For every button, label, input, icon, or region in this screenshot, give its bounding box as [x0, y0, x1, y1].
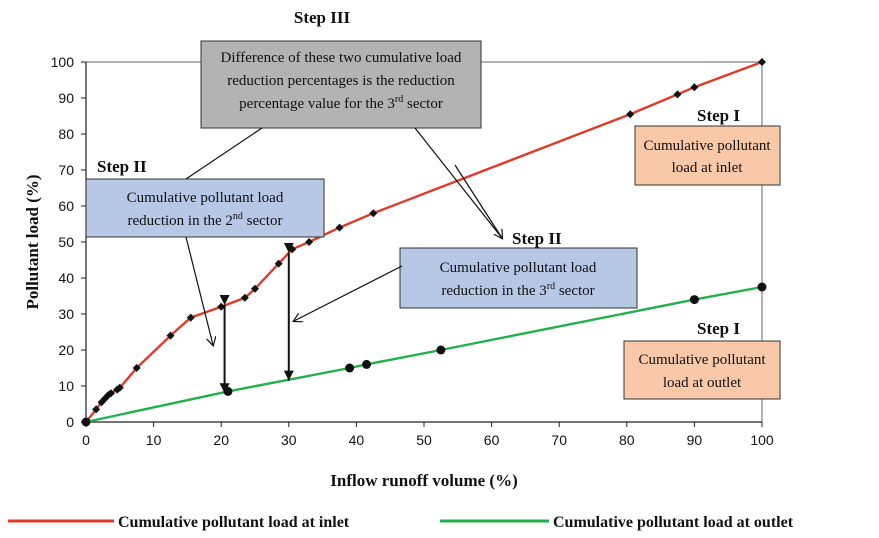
- outlet-data-point: [757, 282, 767, 292]
- x-tick-label: 50: [416, 432, 432, 448]
- inlet-data-point: [369, 209, 378, 218]
- step1-inlet-line-1: Cumulative pollutant: [643, 138, 771, 154]
- x-tick-label: 60: [484, 432, 500, 448]
- y-tick-label: 90: [58, 90, 74, 106]
- step2-left-line-2: reduction in the 2nd sector: [128, 211, 283, 229]
- step3-pointer: [454, 164, 502, 238]
- step1-inlet-title: Step I: [697, 106, 740, 125]
- step1-outlet-line-2: load at outlet: [663, 375, 742, 391]
- step3-box: [200, 40, 482, 129]
- y-tick-label: 20: [58, 342, 74, 358]
- legend-label-inlet: Cumulative pollutant load at inlet: [118, 514, 350, 531]
- step2-right-box: [399, 247, 638, 309]
- x-tick-label: 70: [551, 432, 567, 448]
- y-tick-label: 40: [58, 270, 74, 286]
- x-tick-label: 10: [146, 432, 162, 448]
- x-tick-label: 40: [349, 432, 365, 448]
- y-tick-label: 60: [58, 198, 74, 214]
- y-tick-label: 30: [58, 306, 74, 322]
- legend-label-outlet: Cumulative pollutant load at outlet: [553, 514, 794, 531]
- y-tick-label: 50: [58, 234, 74, 250]
- step2-left-pointer: [185, 236, 213, 345]
- step1-outlet-title: Step I: [697, 319, 740, 338]
- step2-right-pointer: [294, 265, 403, 321]
- inlet-data-point: [115, 383, 124, 392]
- x-tick-label: 100: [750, 432, 774, 448]
- inlet-data-point: [240, 293, 249, 302]
- inlet-data-point: [107, 389, 116, 398]
- y-tick-label: 100: [51, 54, 75, 70]
- y-tick-label: 80: [58, 126, 74, 142]
- step2-right-line-2: reduction in the 3rd sector: [441, 281, 594, 299]
- step1-outlet-box: [623, 340, 781, 400]
- inlet-data-point: [690, 83, 699, 92]
- step2-right-title: Step II: [512, 229, 562, 248]
- inlet-data-point: [673, 90, 682, 99]
- step2-left-title: Step II: [97, 157, 147, 176]
- outlet-data-point: [436, 345, 446, 355]
- step2-left-box: [85, 178, 325, 238]
- step1-inlet-box: [634, 125, 781, 186]
- inlet-data-point: [626, 110, 635, 119]
- inlet-data-point: [186, 313, 195, 322]
- x-tick-label: 30: [281, 432, 297, 448]
- step3-connector-right: [414, 127, 503, 239]
- step3-line-3: percentage value for the 3rd sector: [239, 94, 443, 112]
- step2-right-line-1: Cumulative pollutant load: [440, 260, 597, 276]
- step3-title: Step III: [294, 8, 351, 27]
- inlet-data-point: [305, 238, 314, 246]
- x-axis-title: Inflow runoff volume (%): [330, 471, 517, 490]
- outlet-data-point: [345, 363, 355, 373]
- inlet-data-point: [251, 284, 259, 293]
- x-tick-label: 20: [213, 432, 229, 448]
- x-tick-label: 0: [82, 432, 90, 448]
- inlet-data-point: [274, 259, 283, 268]
- x-tick-label: 90: [687, 432, 703, 448]
- outlet-data-point: [362, 359, 372, 369]
- step3-line-1: Difference of these two cumulative load: [221, 50, 462, 66]
- step3-connector-left: [179, 127, 263, 184]
- inlet-data-point: [335, 223, 344, 232]
- inlet-data-point: [166, 331, 175, 340]
- step1-outlet-line-1: Cumulative pollutant: [638, 352, 766, 368]
- inlet-data-point: [92, 405, 101, 414]
- y-tick-label: 10: [58, 378, 74, 394]
- step1-inlet-line-2: load at inlet: [672, 160, 744, 176]
- outlet-data-point: [689, 295, 699, 305]
- step3-line-2: reduction percentages is the reduction: [227, 73, 455, 89]
- y-tick-label: 0: [66, 414, 74, 430]
- y-axis-title: Pollutant load (%): [23, 174, 42, 309]
- outlet-data-point: [81, 417, 91, 427]
- inlet-data-point: [758, 58, 766, 66]
- y-tick-label: 70: [58, 162, 74, 178]
- inlet-data-point: [132, 364, 141, 372]
- step2-left-line-1: Cumulative pollutant load: [127, 190, 284, 206]
- ticks: 0 10 20 30 40 50 60 70 80 90 100 0 10 20 30 40 50 60 70 80 9…: [51, 54, 774, 448]
- x-tick-label: 80: [619, 432, 635, 448]
